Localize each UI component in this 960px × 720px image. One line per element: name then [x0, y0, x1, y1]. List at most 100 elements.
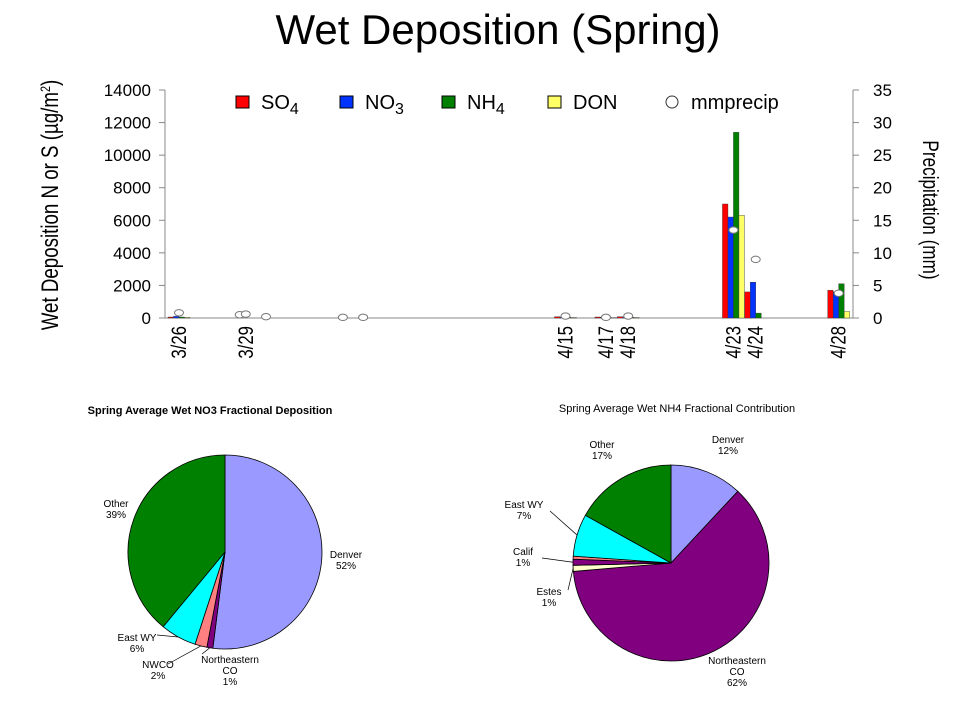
bar-chart-legend: SO4 NO3 NH4 DON mmprecip	[235, 92, 779, 118]
y-tick-label-right: 30	[873, 114, 892, 133]
bar-so4	[594, 316, 601, 319]
pie-label: 12%	[718, 446, 738, 457]
pie-slice	[127, 454, 226, 628]
pie-label: 7%	[517, 511, 532, 522]
y-tick-label-left: 0	[142, 309, 151, 328]
no3-pie-title: Spring Average Wet NO3 Fractional Deposi…	[88, 405, 333, 417]
x-tick-label: 4/23	[723, 326, 746, 359]
pie-label: 52%	[336, 561, 356, 572]
pie-label: 6%	[130, 644, 145, 655]
pie-label: Denver	[330, 550, 363, 561]
pie-leader	[156, 634, 179, 638]
no3-pie-chart: Spring Average Wet NO3 Fractional Deposi…	[88, 405, 363, 688]
pie-label: East WY	[505, 500, 544, 511]
pie-leader	[549, 510, 578, 536]
pie-label: 1%	[542, 598, 557, 609]
y-tick-label-left: 12000	[104, 114, 151, 133]
y-tick-label-right: 35	[873, 81, 892, 100]
no3-pie-slices	[127, 454, 323, 650]
legend-swatch-so4	[235, 95, 250, 109]
precip-point	[600, 313, 611, 322]
precip-point	[337, 313, 348, 322]
x-tick-label: 3/29	[235, 326, 258, 359]
y-tick-label-right: 5	[873, 276, 882, 295]
precip-point	[560, 312, 571, 320]
nh4-pie-chart: Spring Average Wet NH4 Fractional Contri…	[505, 403, 796, 689]
y-tick-label-right: 0	[873, 309, 882, 328]
pie-label: Estes	[536, 587, 561, 598]
pie-label: Northeastern	[708, 656, 766, 667]
x-tick-label: 3/26	[168, 326, 191, 359]
bar-don	[738, 215, 745, 319]
bar-so4	[167, 316, 174, 319]
y-tick-label-left: 14000	[104, 81, 151, 100]
pie-label: NWCO	[142, 660, 174, 671]
pie-label: 1%	[516, 558, 531, 569]
x-tick-label: 4/28	[828, 326, 851, 359]
y-tick-label-left: 4000	[113, 244, 151, 263]
pie-slice	[670, 464, 739, 565]
y-tick-label-right: 20	[873, 179, 892, 198]
legend-swatch-no3	[339, 95, 354, 109]
pie-leader	[201, 647, 211, 655]
pie-slice	[212, 454, 323, 650]
legend-swatch-don	[547, 95, 562, 109]
bar-nh4	[733, 132, 740, 319]
precip-markers	[174, 226, 844, 322]
bar-nh4	[755, 312, 762, 319]
legend-label-so4: SO4	[261, 92, 299, 118]
pie-slice	[572, 490, 770, 662]
pie-slice	[584, 464, 672, 564]
precip-point	[261, 312, 272, 321]
slide-title: Wet Deposition (Spring)	[275, 6, 721, 53]
bar-don	[184, 317, 191, 319]
legend-swatch-nh4	[441, 95, 456, 109]
y-tick-label-left: 8000	[113, 179, 151, 198]
y-tick-label-left: 10000	[104, 146, 151, 165]
y-tick-label-left: 2000	[113, 276, 151, 295]
bar-so4	[827, 290, 834, 319]
pie-leader	[567, 568, 574, 591]
legend-swatch-mmprecip	[665, 95, 679, 109]
pie-label: 2%	[151, 671, 166, 682]
y-tick-label-right: 25	[873, 146, 892, 165]
bar-nh4	[838, 283, 845, 319]
pie-label: CO	[730, 667, 745, 678]
precip-point	[174, 309, 184, 317]
y-tick-label-right: 15	[873, 211, 892, 230]
bar-no3	[173, 316, 180, 319]
bar-nh4	[178, 316, 185, 319]
bar-so4	[722, 203, 729, 319]
precip-point	[728, 226, 739, 234]
y-tick-label-right: 10	[873, 244, 892, 263]
bar-chart-axes: 0 2000 4000 6000 8000 10000 12000 14000 0 5 10 15 20…	[104, 81, 892, 359]
pie-label: 62%	[727, 678, 747, 689]
y-tick-label-left: 6000	[113, 211, 151, 230]
legend-label-don: DON	[573, 92, 617, 114]
legend-label-nh4: NH4	[467, 92, 505, 118]
pie-leader	[167, 645, 202, 665]
pie-label: 17%	[592, 451, 612, 462]
precip-point	[833, 289, 844, 297]
pie-label: 39%	[106, 510, 126, 521]
bar-no3	[750, 281, 756, 319]
nh4-pie-slices	[572, 464, 770, 662]
bar-chart-marks	[167, 132, 850, 319]
precip-point	[623, 312, 634, 320]
y-axis-label-left: Wet Deposition N or S (µg/m2)	[37, 80, 64, 331]
nh4-pie-labels: Denver12%NortheasternCO62%Estes1%Calif1%…	[505, 435, 766, 689]
pie-label: Northeastern	[201, 655, 259, 666]
precip-point	[240, 310, 251, 318]
pie-label: Calif	[513, 547, 533, 558]
x-tick-label: 4/18	[618, 326, 641, 359]
deposition-bar-chart: 0 2000 4000 6000 8000 10000 12000 14000 0 5 10 15 20…	[37, 80, 942, 359]
pie-label: 1%	[223, 677, 238, 688]
legend-label-no3: NO3	[365, 92, 404, 118]
precip-point	[750, 255, 761, 264]
pie-label: CO	[223, 666, 238, 677]
x-tick-label: 4/24	[745, 326, 768, 359]
bar-so4	[744, 291, 751, 319]
y-axis-label-right: Precipitation (mm)	[917, 140, 942, 279]
x-tick-label: 4/17	[595, 326, 618, 359]
